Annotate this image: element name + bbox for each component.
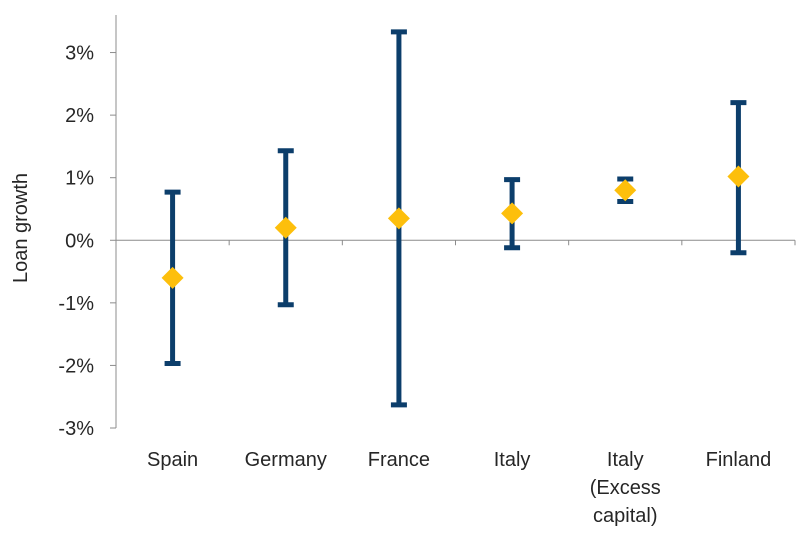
y-tick-label: 0% [65, 230, 94, 252]
y-tick-label: -2% [58, 355, 94, 377]
y-tick-labels: -3% -2% -1% 0% 1% 2% 3% [58, 43, 94, 440]
category-label: Germany [245, 449, 327, 471]
y-tick-label: 1% [65, 168, 94, 190]
category-labels: Spain Germany France Italy Italy (Excess capit… [147, 449, 771, 527]
category-label: Spain [147, 449, 198, 471]
axes [110, 15, 796, 429]
y-axis-label: Loan growth [10, 173, 32, 283]
category-label: Italy [607, 449, 644, 471]
point-estimate-marker-3 [501, 202, 524, 225]
y-tick-label: -1% [58, 293, 94, 315]
category-label: Italy [494, 449, 531, 471]
error-bars [164, 29, 747, 408]
point-estimates [161, 165, 750, 289]
category-label: Finland [706, 449, 772, 471]
point-estimate-marker-0 [161, 266, 184, 289]
y-tick-label: 3% [65, 43, 94, 65]
category-label: (Excess [590, 477, 661, 499]
point-estimate-marker-2 [387, 207, 410, 230]
y-tick-label: -3% [58, 418, 94, 440]
point-estimate-marker-4 [614, 179, 637, 202]
point-estimate-marker-1 [274, 216, 297, 239]
y-tick-label: 2% [65, 105, 94, 127]
category-label: capital) [593, 505, 657, 527]
point-estimate-marker-5 [727, 165, 750, 188]
category-label: France [368, 449, 430, 471]
